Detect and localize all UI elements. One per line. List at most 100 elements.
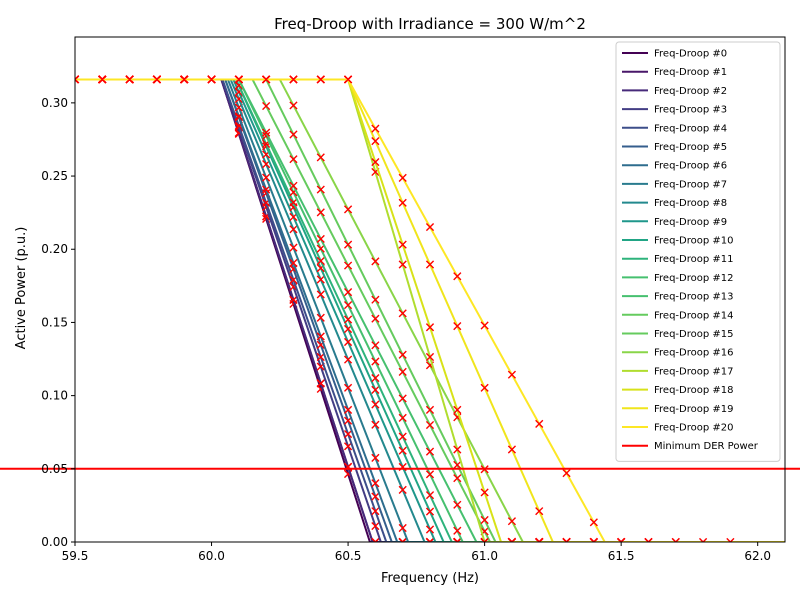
- data-point-17-13: [425, 352, 435, 362]
- legend-label-20: Freq-Droop #20: [654, 423, 733, 434]
- data-point-20-22: [671, 537, 680, 542]
- data-point-14-10: [343, 261, 353, 270]
- data-point-14-8: [289, 155, 298, 164]
- data-point-12-10: [343, 300, 353, 310]
- data-point-17-15: [480, 537, 489, 542]
- data-point-19-18: [562, 537, 571, 542]
- data-point-19-17: [535, 507, 544, 516]
- data-point-6-8: [289, 258, 298, 268]
- data-point-6-11: [371, 479, 380, 488]
- data-point-20-15: [480, 321, 489, 330]
- data-point-13-12: [398, 394, 407, 403]
- data-point-12-11: [371, 357, 380, 366]
- data-point-11-13: [425, 491, 435, 500]
- legend-label-18: Freq-Droop #18: [654, 385, 733, 396]
- data-point-18-11: [371, 157, 380, 167]
- data-point-7-9: [316, 313, 325, 322]
- data-point-8-9: [316, 290, 325, 299]
- data-point-15-9: [316, 185, 325, 194]
- data-point-8-13: [425, 537, 435, 542]
- data-point-19-13: [425, 260, 435, 269]
- data-point-14-7: [262, 101, 271, 111]
- data-point-7-12: [398, 523, 407, 533]
- data-point-2-9: [316, 379, 325, 388]
- x-tick-label-5: 62.0: [744, 549, 771, 563]
- legend-label-7: Freq-Droop #7: [654, 179, 727, 190]
- y-tick-label-0: 0.00: [41, 535, 68, 549]
- x-tick-label-2: 60.5: [335, 549, 362, 563]
- legend-label-16: Freq-Droop #16: [654, 348, 733, 359]
- data-point-13-9: [316, 234, 325, 244]
- y-tick-label-6: 0.30: [41, 96, 68, 110]
- data-point-19-15: [480, 383, 489, 392]
- data-point-17-14: [453, 445, 462, 454]
- data-point-6-10: [343, 405, 353, 414]
- data-point-20-21: [644, 537, 653, 542]
- data-point-8-10: [343, 355, 353, 364]
- data-point-14-11: [371, 314, 380, 323]
- legend-label-2: Freq-Droop #2: [654, 86, 727, 97]
- data-point-15-10: [343, 240, 353, 249]
- data-point-12-12: [398, 413, 407, 422]
- data-point-20-17: [535, 419, 544, 428]
- data-point-13-13: [425, 447, 435, 456]
- chart-title: Freq-Droop with Irradiance = 300 W/m^2: [274, 15, 586, 33]
- data-point-20-19: [589, 518, 598, 527]
- data-point-18-15: [480, 488, 489, 497]
- data-point-9-9: [316, 275, 325, 284]
- data-point-18-17: [535, 537, 544, 542]
- data-point-11-14: [453, 537, 462, 542]
- data-point-7-11: [371, 453, 380, 462]
- data-point-15-8: [289, 130, 298, 139]
- data-point-14-12: [398, 367, 407, 376]
- data-point-8-11: [371, 420, 380, 429]
- data-point-20-8: [289, 75, 298, 84]
- data-point-16-11: [371, 257, 380, 266]
- data-point-11-11: [371, 373, 380, 383]
- data-point-3-10: [343, 442, 353, 451]
- data-point-14-9: [316, 208, 325, 217]
- data-point-15-13: [425, 405, 435, 414]
- data-point-11-10: [343, 315, 353, 324]
- data-point-18-16: [507, 537, 517, 542]
- data-point-4-11: [371, 507, 380, 516]
- x-axis-label: Frequency (Hz): [381, 571, 479, 586]
- legend-label-19: Freq-Droop #19: [654, 404, 733, 415]
- data-point-6-7: [262, 185, 271, 194]
- data-point-7-7: [262, 173, 271, 182]
- legend-label-14: Freq-Droop #14: [654, 310, 733, 321]
- axes: 59.5 60.0 60.5 61.0 61.5 62.0 0.00 0.05 0.10 0.15…: [41, 36, 786, 563]
- data-point-13-14: [453, 500, 462, 509]
- legend: Freq-Droop #0 Freq-Droop #1 Freq-Droop #2 F…: [615, 41, 781, 462]
- data-point-15-14: [453, 460, 462, 470]
- data-point-19-14: [453, 322, 462, 331]
- legend-box: [615, 41, 781, 462]
- data-point-2-11: [371, 537, 380, 542]
- data-point-8-12: [398, 485, 407, 494]
- data-point-20-12: [398, 173, 407, 182]
- data-point-20-18: [562, 469, 571, 478]
- legend-label-6: Freq-Droop #6: [654, 161, 727, 172]
- data-point-18-13: [425, 323, 435, 332]
- data-point-12-9: [316, 244, 325, 253]
- data-point-10-13: [425, 507, 435, 516]
- legend-label-0: Freq-Droop #0: [654, 49, 727, 60]
- y-tick-label-1: 0.05: [41, 462, 68, 476]
- data-point-18-12: [398, 240, 407, 249]
- data-point-20-2: [125, 75, 134, 84]
- data-point-16-9: [316, 153, 325, 162]
- data-point-10-12: [398, 446, 407, 455]
- data-point-6-12: [398, 537, 407, 542]
- data-point-13-7: [262, 128, 271, 137]
- data-point-20-24: [726, 537, 735, 542]
- data-point-19-12: [398, 198, 407, 207]
- x-tick-label-4: 61.5: [608, 549, 635, 563]
- data-point-14-14: [453, 474, 462, 483]
- y-tick-label-2: 0.10: [41, 389, 68, 403]
- y-tick-label-5: 0.25: [41, 169, 68, 183]
- data-point-2-8: [289, 295, 298, 304]
- legend-label-21: Minimum DER Power: [654, 441, 759, 452]
- y-tick-label-3: 0.15: [41, 315, 68, 329]
- axes-frame: [74, 36, 786, 543]
